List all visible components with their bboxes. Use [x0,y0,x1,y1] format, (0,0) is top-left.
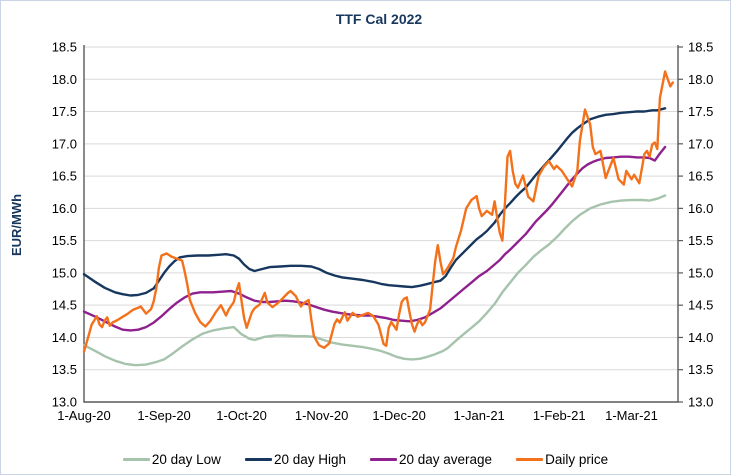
legend-item-daily-price: Daily price [516,452,608,467]
y-tick-label-left: 15.0 [52,265,77,280]
series-line-daily-price [82,70,674,353]
y-tick-label-left: 17.0 [52,136,77,151]
y-tick-label-left: 16.5 [52,169,77,184]
legend-item-20-day-average: 20 day average [370,452,492,467]
y-tick-label-right: 16.0 [688,201,713,216]
legend-swatch-20-day-low [122,457,150,461]
y-tick-label-right: 18.0 [688,72,713,87]
series-line-20-day-average [82,145,667,332]
series-line-20-day-high [82,107,667,297]
legend-item-20-day-low: 20 day Low [122,451,221,467]
y-tick-label-left: 18.0 [52,72,77,87]
tick-labels: 13.0 13.0 13.5 13.5 14.0 14.0 14.5 14.5 15.0 15.0… [52,40,714,424]
chart-legend: 20 day Low 20 day High 20 day average Da… [1,448,730,470]
x-tick-label: 1-Sep-20 [137,408,190,423]
y-tick-label-left: 17.5 [52,104,77,119]
legend-swatch-20-day-average [370,457,397,461]
axes [83,45,683,403]
y-tick-label-left: 15.5 [52,233,77,248]
x-tick-label: 1-Dec-20 [372,408,425,423]
y-tick-label-left: 18.5 [52,40,77,55]
y-tick-label-right: 14.0 [688,330,713,345]
x-tick-label: 1-Nov-20 [295,408,348,423]
chart-title: TTF Cal 2022 [336,11,423,27]
y-tick-label-right: 14.5 [688,298,713,313]
series-lines [82,70,674,367]
y-tick-label-left: 13.0 [52,395,77,410]
x-tick-label: 1-Jan-21 [453,408,504,423]
y-tick-label-right: 17.0 [688,136,713,151]
legend-label-daily-price: Daily price [545,451,609,467]
y-tick-label-right: 13.0 [688,395,713,410]
y-tick-label-right: 17.5 [688,104,713,119]
legend-label-20-day-low: 20 day Low [151,451,221,467]
legend-swatch-daily-price [516,457,544,461]
x-tick-label: 1-Aug-20 [57,408,110,423]
gridlines [84,46,678,371]
x-tick-label: 1-Mar-21 [605,408,658,423]
series-line-20-day-low [82,194,667,367]
y-tick-label-right: 16.5 [688,169,713,184]
y-tick-label-right: 13.5 [688,362,713,377]
legend-item-20-day-high: 20 day High [244,451,346,467]
legend-swatch-20-day-high [244,457,272,461]
y-tick-label-right: 18.5 [688,40,713,55]
plot-area: TTF Cal 2022 EUR/MWh 13.0 13.0 13.5 13.5 14.… [9,11,714,424]
x-tick-label: 1-Feb-21 [533,408,586,423]
y-tick-label-left: 13.5 [52,362,77,377]
legend-label-20-day-high: 20 day High [273,451,346,467]
y-tick-label-left: 14.5 [52,298,77,313]
x-tick-label: 1-Oct-20 [216,408,267,423]
y-tick-label-right: 15.5 [688,233,713,248]
y-tick-label-left: 14.0 [52,330,77,345]
legend-label-20-day-average: 20 day average [399,451,493,467]
y-tick-label-left: 16.0 [52,201,77,216]
y-tick-label-right: 15.0 [688,265,713,280]
y-axis-title: EUR/MWh [9,194,24,256]
